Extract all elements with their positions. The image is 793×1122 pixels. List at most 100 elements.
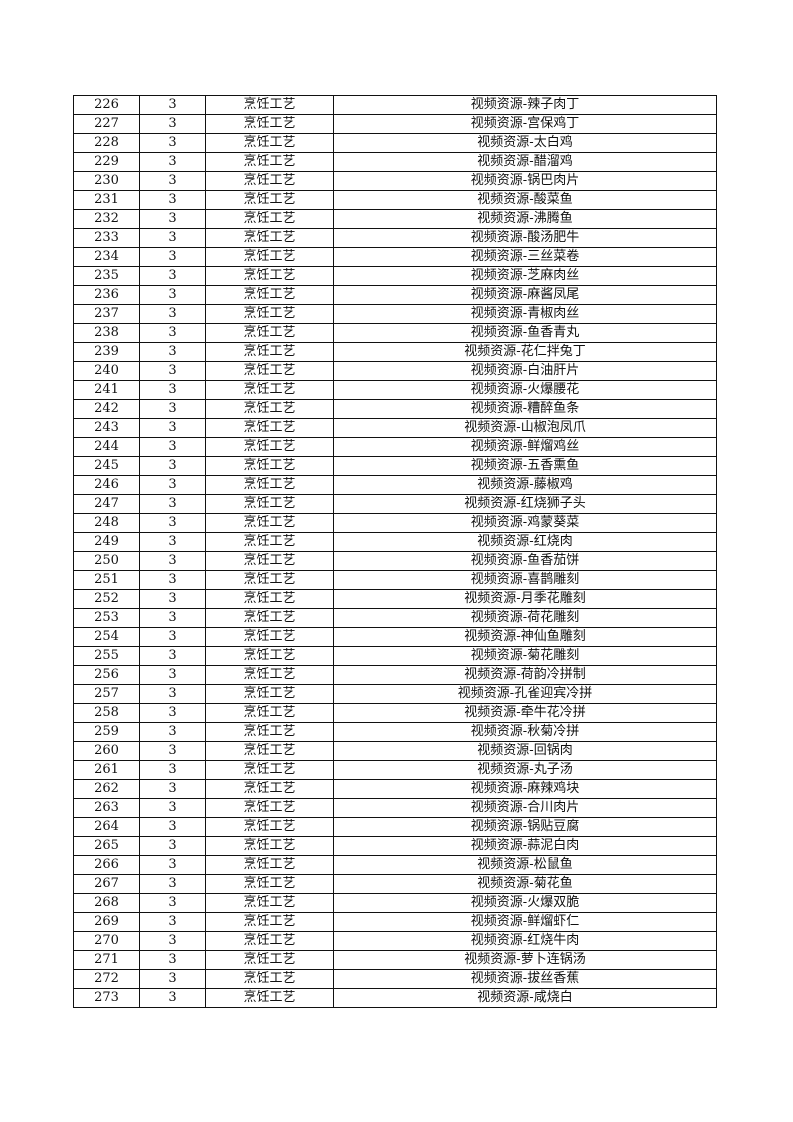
resource-name-cell: 视频资源-神仙鱼雕刻 <box>333 627 717 647</box>
row-number-cell: 236 <box>73 285 140 305</box>
table-row: 249 3 烹饪工艺 视频资源-红烧肉 <box>73 532 717 552</box>
level-cell: 3 <box>139 741 206 761</box>
table-row: 236 3 烹饪工艺 视频资源-麻酱凤尾 <box>73 285 717 305</box>
course-cell: 烹饪工艺 <box>205 722 334 742</box>
table-row: 244 3 烹饪工艺 视频资源-鲜熘鸡丝 <box>73 437 717 457</box>
course-cell: 烹饪工艺 <box>205 931 334 951</box>
course-cell: 烹饪工艺 <box>205 361 334 381</box>
level-cell: 3 <box>139 494 206 514</box>
course-cell: 烹饪工艺 <box>205 475 334 495</box>
table-row: 268 3 烹饪工艺 视频资源-火爆双脆 <box>73 893 717 913</box>
row-number-cell: 260 <box>73 741 140 761</box>
row-number-cell: 232 <box>73 209 140 229</box>
course-cell: 烹饪工艺 <box>205 456 334 476</box>
course-cell: 烹饪工艺 <box>205 855 334 875</box>
row-number-cell: 252 <box>73 589 140 609</box>
resource-name-cell: 视频资源-菊花鱼 <box>333 874 717 894</box>
row-number-cell: 233 <box>73 228 140 248</box>
course-cell: 烹饪工艺 <box>205 380 334 400</box>
course-cell: 烹饪工艺 <box>205 532 334 552</box>
resource-name-cell: 视频资源-锅巴肉片 <box>333 171 717 191</box>
course-cell: 烹饪工艺 <box>205 627 334 647</box>
resource-name-cell: 视频资源-合川肉片 <box>333 798 717 818</box>
resource-name-cell: 视频资源-红烧肉 <box>333 532 717 552</box>
row-number-cell: 231 <box>73 190 140 210</box>
course-cell: 烹饪工艺 <box>205 703 334 723</box>
level-cell: 3 <box>139 988 206 1008</box>
table-row: 228 3 烹饪工艺 视频资源-太白鸡 <box>73 133 717 153</box>
level-cell: 3 <box>139 570 206 590</box>
row-number-cell: 273 <box>73 988 140 1008</box>
resource-name-cell: 视频资源-火爆腰花 <box>333 380 717 400</box>
level-cell: 3 <box>139 551 206 571</box>
table-row: 258 3 烹饪工艺 视频资源-牵牛花冷拼 <box>73 703 717 723</box>
level-cell: 3 <box>139 228 206 248</box>
resource-name-cell: 视频资源-咸烧白 <box>333 988 717 1008</box>
resource-name-cell: 视频资源-红烧牛肉 <box>333 931 717 951</box>
resource-name-cell: 视频资源-月季花雕刻 <box>333 589 717 609</box>
course-cell: 烹饪工艺 <box>205 969 334 989</box>
row-number-cell: 268 <box>73 893 140 913</box>
row-number-cell: 261 <box>73 760 140 780</box>
table-row: 247 3 烹饪工艺 视频资源-红烧狮子头 <box>73 494 717 514</box>
level-cell: 3 <box>139 817 206 837</box>
resource-name-cell: 视频资源-萝卜连锅汤 <box>333 950 717 970</box>
level-cell: 3 <box>139 171 206 191</box>
course-cell: 烹饪工艺 <box>205 152 334 172</box>
resource-name-cell: 视频资源-糟醉鱼条 <box>333 399 717 419</box>
table-row: 265 3 烹饪工艺 视频资源-蒜泥白肉 <box>73 836 717 856</box>
course-cell: 烹饪工艺 <box>205 304 334 324</box>
table-row: 263 3 烹饪工艺 视频资源-合川肉片 <box>73 798 717 818</box>
table-row: 255 3 烹饪工艺 视频资源-菊花雕刻 <box>73 646 717 666</box>
row-number-cell: 241 <box>73 380 140 400</box>
level-cell: 3 <box>139 304 206 324</box>
level-cell: 3 <box>139 323 206 343</box>
table-row: 237 3 烹饪工艺 视频资源-青椒肉丝 <box>73 304 717 324</box>
table-row: 226 3 烹饪工艺 视频资源-辣子肉丁 <box>73 95 717 115</box>
row-number-cell: 238 <box>73 323 140 343</box>
table-row: 259 3 烹饪工艺 视频资源-秋菊冷拼 <box>73 722 717 742</box>
table-row: 253 3 烹饪工艺 视频资源-荷花雕刻 <box>73 608 717 628</box>
course-cell: 烹饪工艺 <box>205 266 334 286</box>
table-row: 243 3 烹饪工艺 视频资源-山椒泡凤爪 <box>73 418 717 438</box>
row-number-cell: 255 <box>73 646 140 666</box>
level-cell: 3 <box>139 703 206 723</box>
row-number-cell: 229 <box>73 152 140 172</box>
table-row: 246 3 烹饪工艺 视频资源-藤椒鸡 <box>73 475 717 495</box>
level-cell: 3 <box>139 342 206 362</box>
course-cell: 烹饪工艺 <box>205 342 334 362</box>
table-row: 256 3 烹饪工艺 视频资源-荷韵冷拼制 <box>73 665 717 685</box>
resource-name-cell: 视频资源-牵牛花冷拼 <box>333 703 717 723</box>
row-number-cell: 262 <box>73 779 140 799</box>
course-cell: 烹饪工艺 <box>205 323 334 343</box>
table-row: 245 3 烹饪工艺 视频资源-五香熏鱼 <box>73 456 717 476</box>
resource-name-cell: 视频资源-拔丝香蕉 <box>333 969 717 989</box>
level-cell: 3 <box>139 589 206 609</box>
course-cell: 烹饪工艺 <box>205 209 334 229</box>
course-cell: 烹饪工艺 <box>205 114 334 134</box>
table-row: 231 3 烹饪工艺 视频资源-酸菜鱼 <box>73 190 717 210</box>
resource-name-cell: 视频资源-辣子肉丁 <box>333 95 717 115</box>
table-row: 227 3 烹饪工艺 视频资源-宫保鸡丁 <box>73 114 717 134</box>
row-number-cell: 264 <box>73 817 140 837</box>
resource-name-cell: 视频资源-蒜泥白肉 <box>333 836 717 856</box>
resource-name-cell: 视频资源-麻酱凤尾 <box>333 285 717 305</box>
course-cell: 烹饪工艺 <box>205 760 334 780</box>
resource-name-cell: 视频资源-丸子汤 <box>333 760 717 780</box>
level-cell: 3 <box>139 722 206 742</box>
level-cell: 3 <box>139 931 206 951</box>
level-cell: 3 <box>139 475 206 495</box>
level-cell: 3 <box>139 437 206 457</box>
row-number-cell: 240 <box>73 361 140 381</box>
table-row: 257 3 烹饪工艺 视频资源-孔雀迎宾冷拼 <box>73 684 717 704</box>
resource-name-cell: 视频资源-鱼香茄饼 <box>333 551 717 571</box>
row-number-cell: 228 <box>73 133 140 153</box>
level-cell: 3 <box>139 608 206 628</box>
level-cell: 3 <box>139 456 206 476</box>
table-row: 260 3 烹饪工艺 视频资源-回锅肉 <box>73 741 717 761</box>
course-cell: 烹饪工艺 <box>205 684 334 704</box>
course-cell: 烹饪工艺 <box>205 247 334 267</box>
level-cell: 3 <box>139 760 206 780</box>
row-number-cell: 230 <box>73 171 140 191</box>
resource-name-cell: 视频资源-鸡蒙葵菜 <box>333 513 717 533</box>
